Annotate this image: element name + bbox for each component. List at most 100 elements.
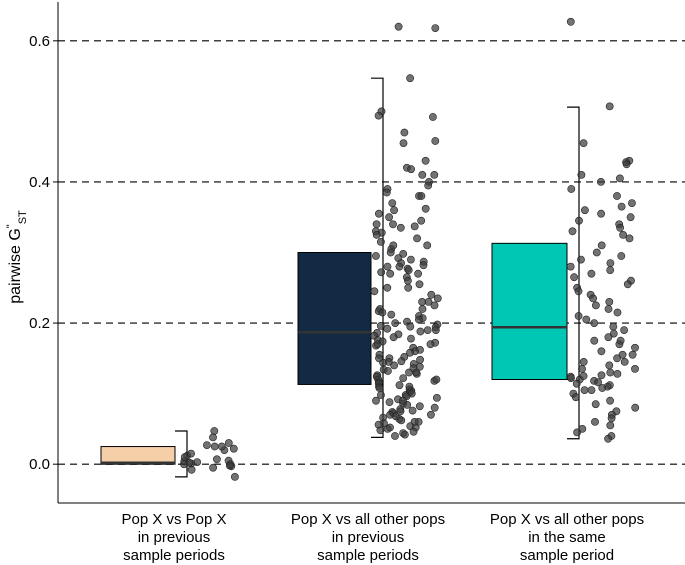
x-category-label: sample periods bbox=[123, 547, 225, 564]
data-point bbox=[388, 199, 397, 207]
data-point bbox=[419, 261, 428, 270]
data-point bbox=[406, 322, 415, 331]
data-point bbox=[229, 444, 238, 453]
data-point bbox=[385, 398, 394, 406]
x-category-label: in previous bbox=[138, 529, 211, 546]
data-point bbox=[575, 216, 583, 225]
data-point bbox=[572, 379, 581, 388]
data-point bbox=[431, 137, 440, 145]
data-point bbox=[616, 223, 624, 232]
data-point bbox=[373, 340, 382, 349]
data-point bbox=[587, 269, 596, 278]
data-point bbox=[622, 160, 631, 169]
data-point bbox=[597, 371, 606, 380]
data-point bbox=[418, 297, 426, 306]
x-category-label: in the same bbox=[528, 529, 606, 546]
data-point bbox=[187, 449, 195, 458]
data-point bbox=[383, 262, 392, 271]
data-point bbox=[423, 241, 432, 250]
data-point bbox=[230, 472, 239, 481]
x-category-label: sample period bbox=[520, 547, 614, 564]
data-point bbox=[421, 204, 430, 213]
data-point bbox=[580, 386, 589, 394]
data-point bbox=[423, 326, 432, 334]
y-axis-label-sup: " bbox=[5, 224, 17, 228]
data-point bbox=[625, 234, 634, 243]
data-point bbox=[616, 336, 625, 345]
data-point bbox=[421, 156, 430, 165]
data-point bbox=[574, 312, 583, 320]
data-point bbox=[566, 17, 575, 26]
data-point bbox=[395, 381, 404, 390]
data-point bbox=[403, 276, 412, 285]
data-point bbox=[408, 406, 417, 415]
data-point bbox=[418, 170, 427, 179]
data-point bbox=[385, 213, 393, 222]
data-point bbox=[217, 442, 226, 451]
axes bbox=[53, 2, 685, 504]
box bbox=[491, 242, 568, 381]
data-point bbox=[399, 374, 408, 382]
data-point bbox=[376, 426, 385, 435]
data-point bbox=[618, 350, 627, 359]
data-point bbox=[391, 432, 399, 440]
data-point bbox=[606, 396, 614, 405]
data-point bbox=[592, 301, 600, 310]
data-point bbox=[566, 262, 575, 271]
data-point bbox=[386, 423, 394, 432]
data-point bbox=[606, 368, 615, 377]
data-point bbox=[577, 255, 585, 264]
data-point bbox=[202, 441, 211, 449]
data-point bbox=[417, 216, 426, 225]
data-point bbox=[609, 329, 618, 338]
data-point bbox=[389, 220, 397, 229]
data-point bbox=[594, 378, 602, 387]
y-axis-label-sub: ST bbox=[17, 210, 29, 224]
data-point bbox=[383, 324, 392, 333]
data-point bbox=[590, 336, 599, 345]
data-point bbox=[619, 230, 627, 239]
data-point bbox=[616, 174, 624, 183]
data-point bbox=[404, 283, 413, 292]
data-point bbox=[606, 421, 615, 430]
data-point bbox=[209, 463, 217, 472]
data-point bbox=[604, 434, 612, 443]
data-point bbox=[430, 301, 439, 310]
data-point bbox=[416, 355, 424, 364]
data-point bbox=[415, 280, 424, 289]
data-point bbox=[592, 248, 601, 257]
data-point bbox=[374, 111, 383, 120]
data-point bbox=[391, 319, 400, 327]
data-point bbox=[410, 222, 419, 231]
data-point bbox=[631, 403, 640, 412]
data-point bbox=[578, 364, 586, 373]
y-tick-labels: 0.0 0.2 0.4 0.6 bbox=[29, 33, 50, 473]
data-point bbox=[409, 427, 418, 436]
data-point bbox=[400, 430, 409, 439]
data-point bbox=[432, 375, 441, 384]
data-point bbox=[212, 455, 221, 464]
data-point bbox=[406, 348, 414, 357]
data-point bbox=[397, 416, 406, 425]
box bbox=[100, 446, 176, 465]
data-point bbox=[573, 428, 581, 437]
data-point bbox=[370, 287, 379, 296]
data-point bbox=[432, 393, 441, 402]
y-tick-label: 0.0 bbox=[29, 456, 50, 473]
data-point bbox=[597, 241, 606, 250]
data-point bbox=[407, 165, 415, 174]
data-point bbox=[412, 368, 421, 377]
data-point bbox=[597, 177, 605, 186]
data-point bbox=[209, 433, 217, 442]
data-point bbox=[390, 206, 398, 215]
data-point bbox=[406, 74, 414, 83]
data-point bbox=[598, 384, 607, 392]
data-point bbox=[426, 340, 435, 349]
data-point bbox=[224, 439, 233, 447]
data-point bbox=[384, 357, 393, 366]
data-point bbox=[386, 248, 395, 257]
data-point bbox=[430, 403, 439, 412]
data-point bbox=[617, 252, 626, 260]
data-point bbox=[426, 410, 435, 419]
